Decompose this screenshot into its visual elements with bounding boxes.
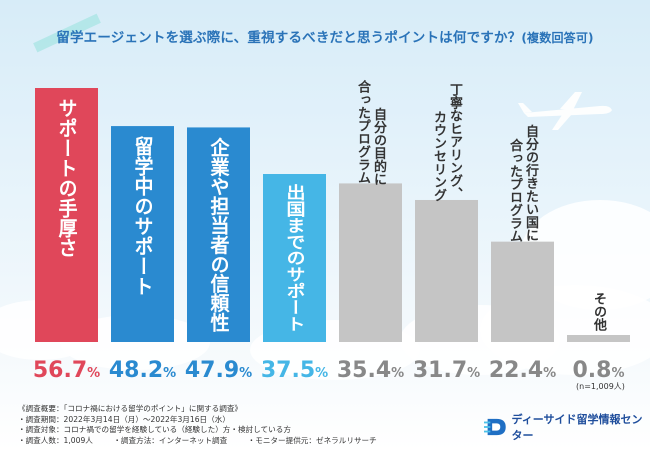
category-label: 自分の目的に xyxy=(371,107,387,186)
category-label: 企業や担当者の信頼性 xyxy=(208,136,231,333)
footer-line: ・調査人数：1,009人 ・調査方法：インターネット調査 ・モニター提供元：ゼネ… xyxy=(18,436,395,447)
category-label: サポートの手厚さ xyxy=(56,98,78,258)
category-label: 丁寧なヒアリング、 xyxy=(447,83,463,200)
value-label: 31.7% xyxy=(413,358,480,383)
category-label: その他 xyxy=(591,292,608,332)
footer-line: 《調査概要：「コロナ禍における留学のポイント」に関する調査》 xyxy=(18,404,243,413)
value-label: 56.7% xyxy=(33,358,100,383)
brand-name: ディーサイド留学情報センター xyxy=(511,413,643,442)
category-label: 合ったプログラム xyxy=(507,138,523,243)
value-label: 35.4% xyxy=(337,358,404,383)
footer-method: ・調査方法：インターネット調査 xyxy=(113,435,228,445)
bar xyxy=(35,88,98,342)
category-label: 合ったプログラム xyxy=(355,80,371,185)
category-label: カウンセリング xyxy=(431,110,447,201)
category-label: 留学中のサポート xyxy=(132,136,154,296)
footer-count: ・調査人数：1,009人 xyxy=(18,435,93,445)
title-text: 留学エージェントを選ぶ際に、重視するべきだと思うポイントは何ですか？ xyxy=(56,30,522,46)
bar xyxy=(111,126,174,342)
bar xyxy=(339,183,402,342)
sample-size-note: (n=1,009人) xyxy=(576,382,625,391)
chart-title: 留学エージェントを選ぶ際に、重視するべきだと思うポイントは何ですか？(複数回答可… xyxy=(0,26,650,46)
brand-logo-icon xyxy=(484,418,506,436)
airplane-icon xyxy=(518,92,612,130)
bar xyxy=(567,335,630,342)
footer-line: ・調査期間：2022年3月14日（月）～2022年3月16日（水） xyxy=(18,414,230,424)
bar xyxy=(187,127,250,343)
survey-footer: 《調査概要：「コロナ禍における留学のポイント」に関する調査》 ・調査期間：202… xyxy=(18,404,395,446)
category-label: 自分の行きたい国に xyxy=(523,124,540,242)
footer-provider: ・モニター提供元：ゼネラルリサーチ xyxy=(247,435,377,445)
value-label: 37.5% xyxy=(261,358,328,383)
category-label: 出国までのサポート xyxy=(284,183,306,332)
bar xyxy=(491,241,554,342)
title-note: (複数回答可) xyxy=(521,31,594,45)
value-label: 0.8% xyxy=(572,358,624,383)
footer-line: ・調査対象：コロナ禍での留学を経験している（経験した）方・検討している方 xyxy=(18,425,291,434)
value-label: 47.9% xyxy=(185,358,252,383)
value-label: 48.2% xyxy=(109,358,176,383)
bar xyxy=(263,174,326,342)
bar xyxy=(415,199,478,342)
brand-logo: ディーサイド留学情報センター xyxy=(484,411,650,443)
value-label: 22.4% xyxy=(489,358,556,383)
